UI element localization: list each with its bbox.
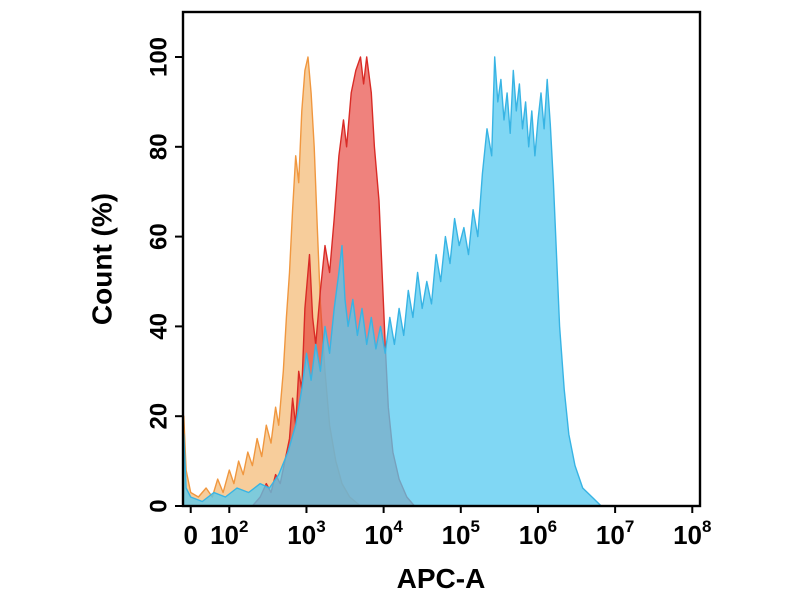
y-tick-label: 0 [146,499,173,512]
x-tick-label: 104 [364,517,403,550]
axes-layer: 0 102 103 104 105 106 107 108 0 20 40 60 80 100 [146,37,712,550]
x-axis-label: APC-A [397,563,486,594]
y-tick-label: 40 [146,313,173,340]
y-axis-label: Count (%) [87,193,118,325]
x-tick-label: 107 [596,517,634,550]
y-tick-label: 20 [146,403,173,430]
x-tick-label: 106 [519,517,557,550]
series-blue [183,56,602,506]
x-tick-label: 103 [287,517,325,550]
plot-border [181,10,702,508]
y-tick-label: 80 [146,133,173,160]
y-tick-label: 60 [146,223,173,250]
y-tick-label: 100 [146,37,173,77]
x-tick-label: 0 [183,520,197,550]
series-layer [183,56,602,506]
x-tick-label: 105 [442,517,480,550]
x-tick-label: 102 [210,517,248,550]
x-tick-label: 108 [673,517,711,550]
